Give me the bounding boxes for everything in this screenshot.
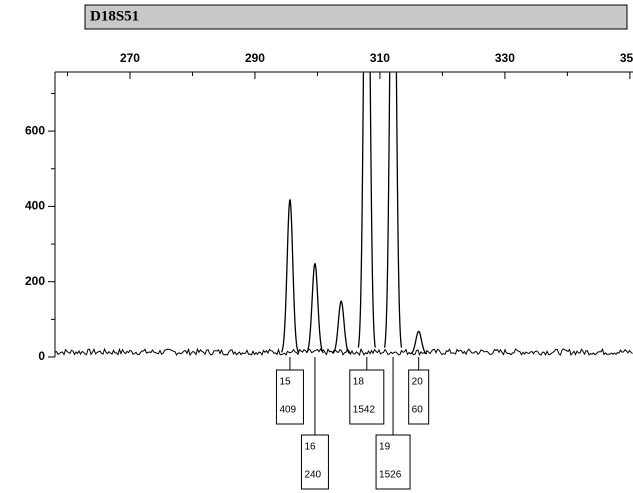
plot-area [55, 72, 633, 357]
allele-box [375, 434, 411, 490]
y-tick-label: 0 [38, 349, 45, 363]
y-tick-label: 600 [25, 123, 45, 137]
x-tick-label: 290 [245, 51, 265, 65]
x-tick-label: 270 [120, 51, 140, 65]
allele-label: 20 [412, 377, 424, 388]
peak-height-label: 1542 [353, 405, 376, 416]
peak [357, 72, 376, 348]
peak-height-label: 240 [304, 470, 321, 481]
baseline-noise [55, 347, 633, 357]
x-tick-label: 330 [495, 51, 515, 65]
peak-height-label: 1526 [379, 470, 402, 481]
allele-box [300, 434, 329, 490]
peak [410, 330, 428, 355]
allele-label: 19 [379, 442, 391, 453]
x-tick-label: 310 [370, 51, 390, 65]
y-tick-label: 400 [25, 199, 45, 213]
allele-box [408, 369, 430, 425]
allele-label: 18 [353, 377, 365, 388]
y-tick-label: 200 [25, 274, 45, 288]
allele-label: 16 [304, 442, 316, 453]
chart-title: D18S51 [90, 8, 139, 24]
peak [280, 198, 299, 353]
peak-height-label: 60 [412, 405, 424, 416]
peak [383, 72, 403, 348]
x-tick-label: 350 [620, 51, 633, 65]
marker-bar [84, 4, 628, 30]
allele-box [275, 369, 304, 425]
peak [306, 262, 324, 354]
peak-height-label: 409 [279, 405, 296, 416]
allele-label: 15 [279, 377, 291, 388]
peak [332, 300, 350, 354]
allele-box [349, 369, 385, 425]
